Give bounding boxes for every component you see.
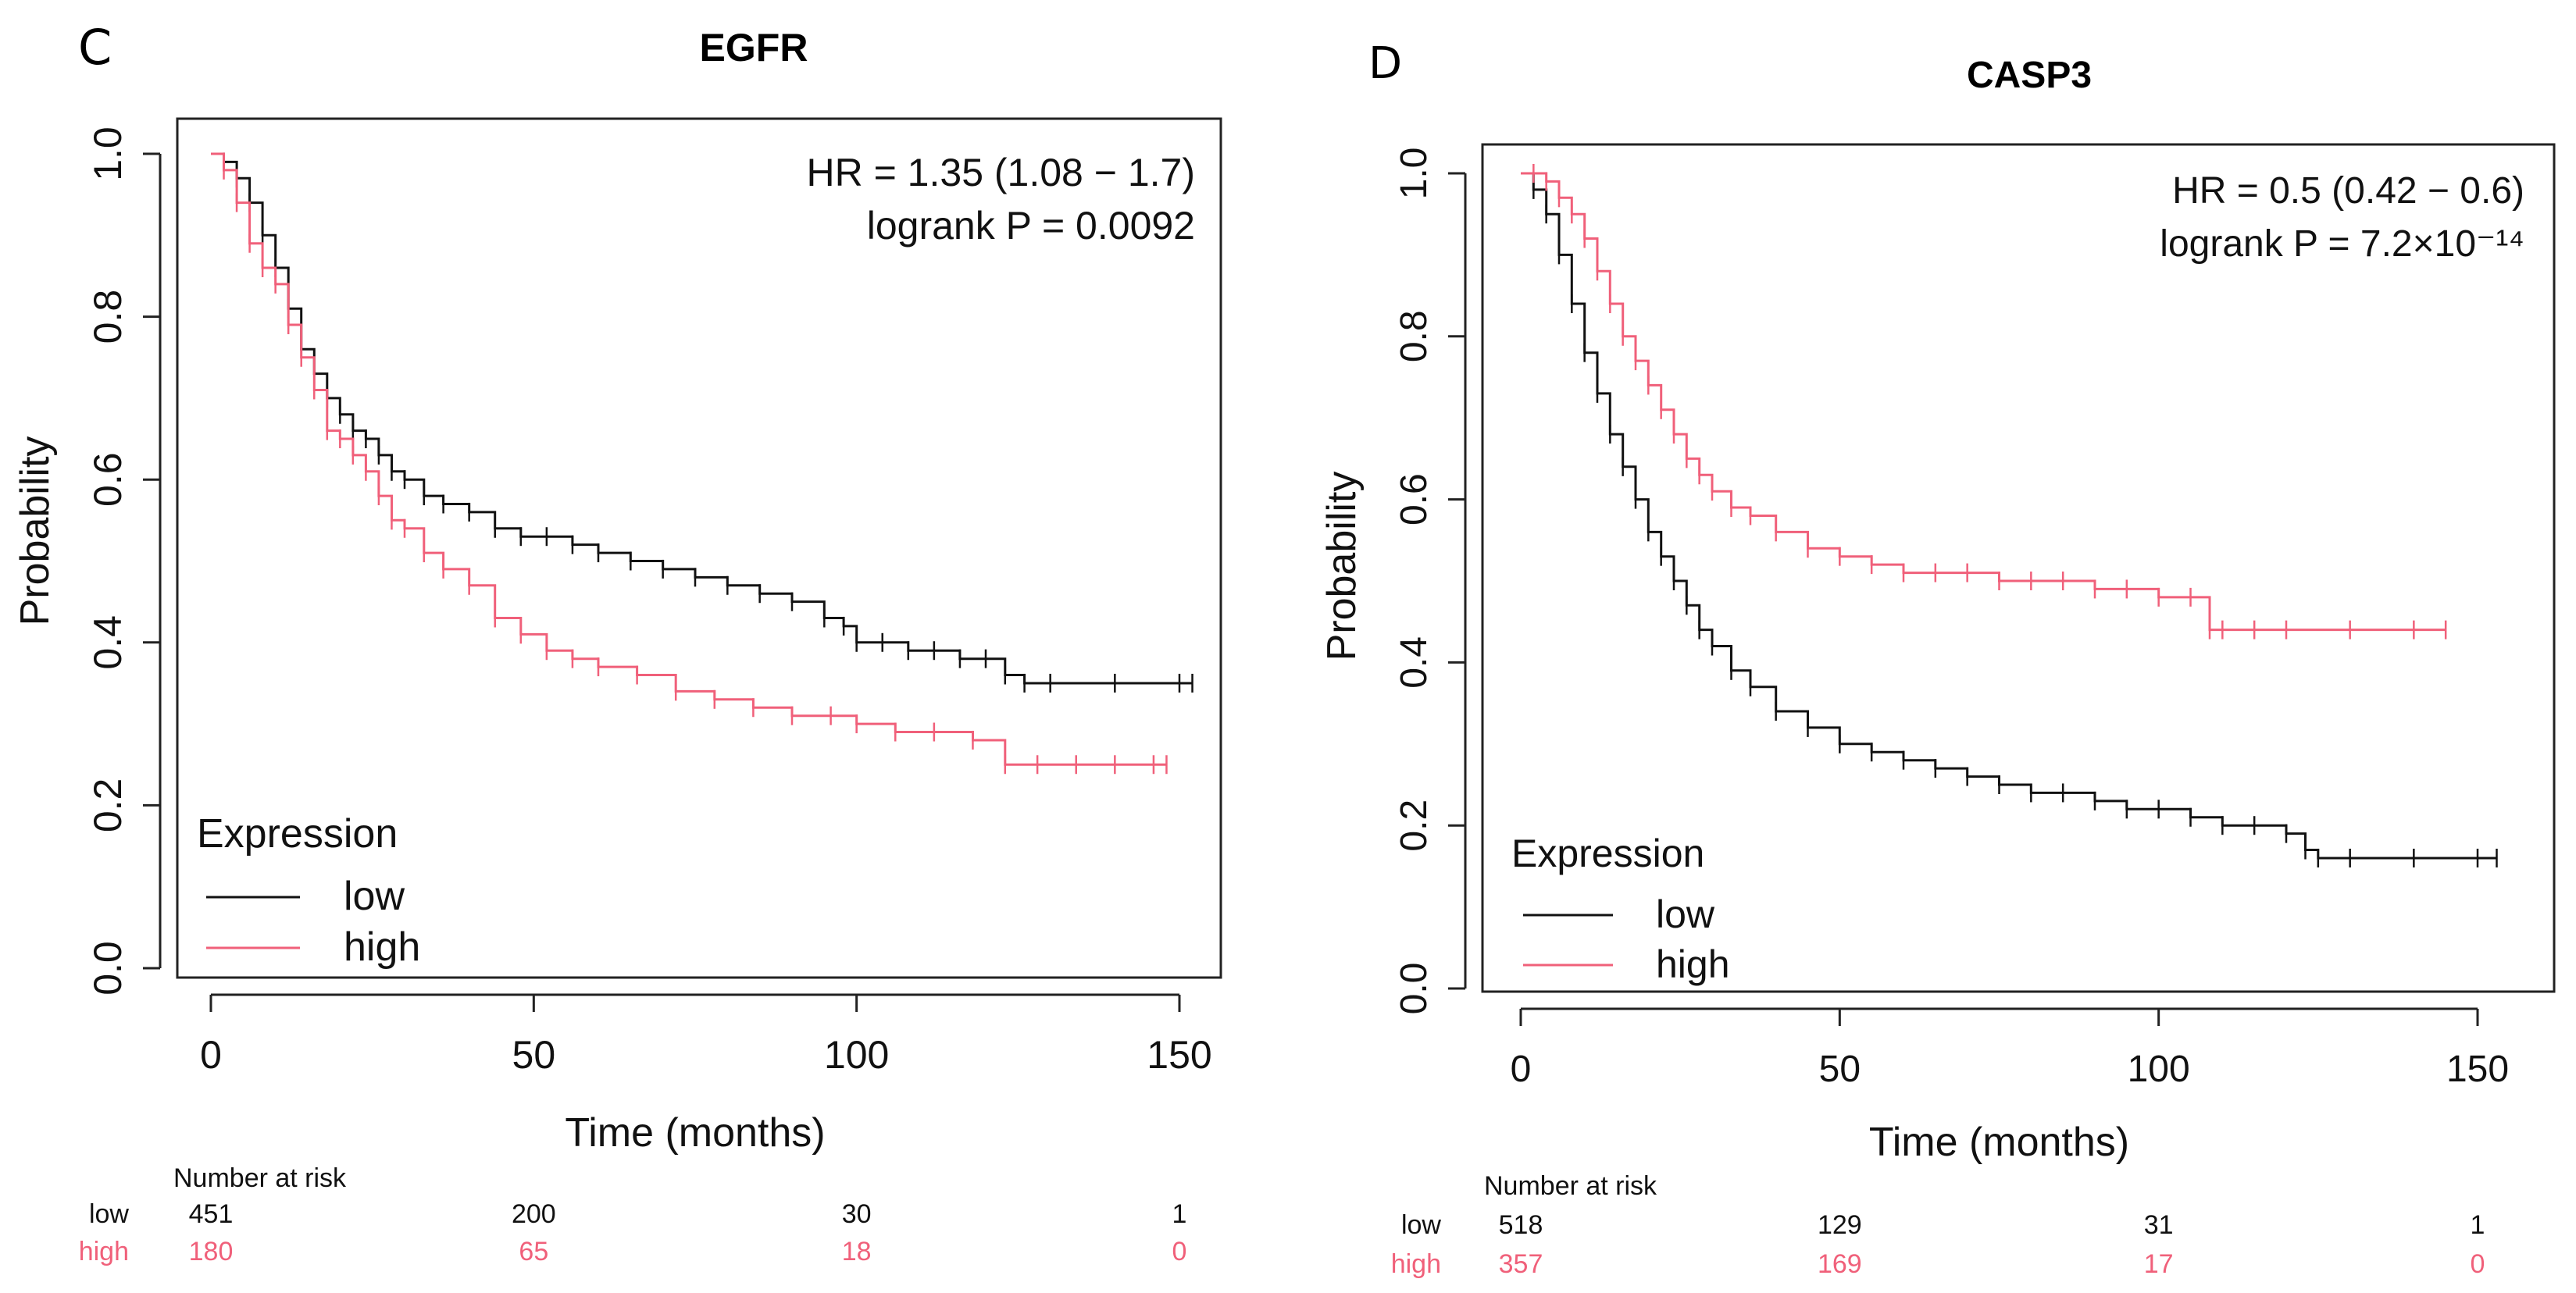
- km-curve-low: [1521, 172, 2497, 860]
- y-tick-label: 0.2: [86, 778, 130, 833]
- logrank-p-annotation: logrank P = 7.2×10⁻¹⁴: [2160, 223, 2524, 265]
- y-axis-label: Probability: [1319, 472, 1365, 661]
- y-tick-label: 0.8: [1393, 310, 1435, 362]
- y-tick-label: 0.2: [1393, 800, 1435, 852]
- risk-value-high: 169: [1818, 1249, 1862, 1279]
- y-axis-label: Probability: [12, 436, 58, 626]
- y-tick-label: 0.0: [86, 941, 130, 996]
- risk-table-header: Number at risk: [1484, 1171, 1657, 1201]
- risk-row-label-high: high: [79, 1237, 129, 1266]
- y-tick-label: 0.4: [1393, 636, 1435, 689]
- panel-label: C: [78, 19, 112, 76]
- plot-frame: [176, 117, 1222, 979]
- risk-value-low: 1: [1172, 1199, 1187, 1229]
- x-tick-label: 50: [512, 1033, 556, 1077]
- x-axis-label: Time (months): [565, 1110, 825, 1156]
- risk-table-header: Number at risk: [173, 1163, 347, 1193]
- hazard-ratio-annotation: HR = 0.5 (0.42 − 0.6): [2172, 170, 2524, 212]
- risk-value-low: 1: [2471, 1210, 2485, 1240]
- risk-value-low: 31: [2144, 1210, 2174, 1240]
- x-tick-label: 100: [2128, 1049, 2190, 1090]
- chart-title: CASP3: [1967, 55, 2092, 96]
- risk-value-high: 17: [2144, 1249, 2174, 1279]
- legend-entry-high: high: [1656, 942, 1730, 986]
- y-tick-label: 0.6: [86, 452, 130, 507]
- panel-label: D: [1368, 38, 1402, 89]
- x-tick-label: 100: [824, 1033, 889, 1077]
- risk-value-low: 200: [512, 1199, 556, 1229]
- y-tick-label: 0.6: [1393, 473, 1435, 525]
- risk-row-label-low: low: [1401, 1210, 1441, 1240]
- y-tick-label: 1.0: [1393, 148, 1435, 200]
- chart-title: EGFR: [700, 26, 808, 69]
- legend-entry-high: high: [344, 924, 420, 970]
- y-tick-label: 1.0: [86, 126, 130, 181]
- y-tick-label: 0.4: [86, 615, 130, 670]
- risk-value-high: 357: [1499, 1249, 1543, 1279]
- x-tick-label: 0: [1511, 1049, 1532, 1090]
- x-tick-label: 50: [1819, 1049, 1861, 1090]
- hazard-ratio-annotation: HR = 1.35 (1.08 − 1.7): [806, 151, 1195, 194]
- risk-value-low: 518: [1499, 1210, 1543, 1240]
- risk-row-label-low: low: [89, 1199, 129, 1229]
- risk-value-high: 0: [2471, 1249, 2485, 1279]
- risk-value-high: 65: [519, 1237, 548, 1266]
- x-tick-label: 0: [200, 1033, 222, 1077]
- risk-row-label-high: high: [1391, 1249, 1441, 1279]
- km-curve-high: [1521, 172, 2446, 632]
- y-tick-label: 0.0: [1393, 963, 1435, 1015]
- legend-entry-low: low: [344, 874, 405, 919]
- chart-panel-c: C EGFR 0 50 100 150 0.0 0.2 0.4 0.6 0.8 1.0 Time (mo…: [12, 19, 1222, 1266]
- logrank-p-annotation: logrank P = 0.0092: [867, 204, 1195, 248]
- x-tick-label: 150: [2446, 1049, 2509, 1090]
- risk-value-high: 0: [1172, 1237, 1187, 1266]
- legend-title: Expression: [1511, 832, 1704, 875]
- risk-value-low: 129: [1818, 1210, 1862, 1240]
- plot-frame: [1481, 143, 2556, 993]
- risk-value-high: 18: [842, 1237, 872, 1266]
- risk-value-low: 30: [842, 1199, 872, 1229]
- y-tick-label: 0.8: [86, 290, 130, 344]
- x-axis-label: Time (months): [1869, 1120, 2129, 1165]
- chart-panel-d: D CASP3 0 50 100 150 0.0 0.2 0.4 0.6 0.8 1.0 Time (m…: [1319, 38, 2556, 1279]
- risk-value-high: 180: [189, 1237, 234, 1266]
- x-tick-label: 150: [1147, 1033, 1211, 1077]
- legend-entry-low: low: [1656, 892, 1715, 936]
- legend-title: Expression: [197, 811, 398, 857]
- risk-value-low: 451: [189, 1199, 234, 1229]
